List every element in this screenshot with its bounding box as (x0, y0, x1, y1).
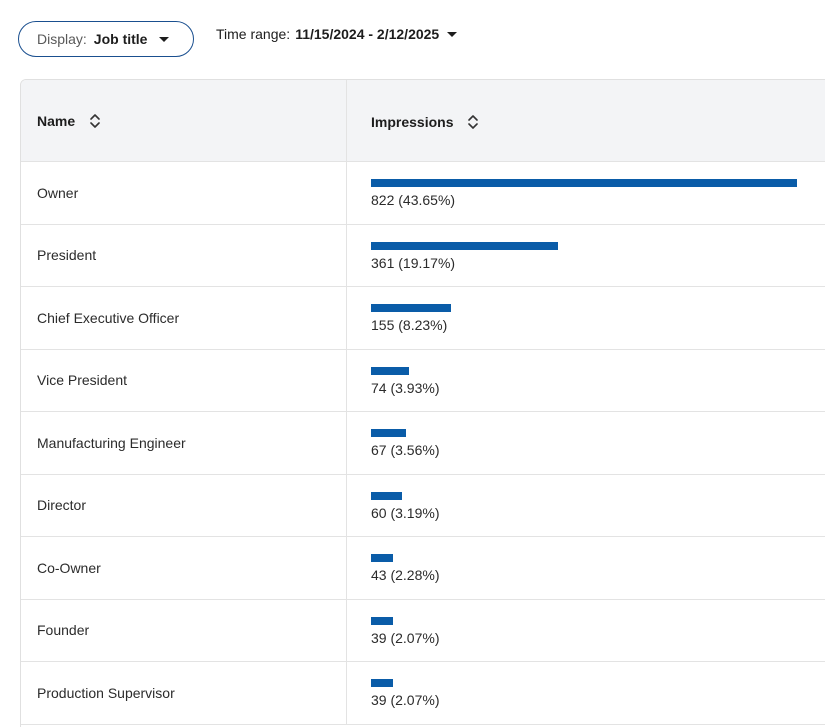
row-job-title: Director (21, 474, 347, 536)
row-job-title: Vice President (21, 349, 347, 411)
caret-down-icon (447, 31, 458, 37)
impressions-bar (371, 491, 403, 500)
impressions-value: 39 (2.07%) (371, 692, 440, 708)
impressions-table: Name Impressions Owner 822 (43.65%) Presid… (20, 79, 825, 727)
impressions-value: 39 (2.07%) (371, 629, 440, 646)
row-impressions: 43 (2.28%) (347, 537, 825, 599)
row-job-title: Manufacturing Engineer (21, 412, 347, 474)
display-value: Job title (93, 31, 148, 47)
table-body: Owner 822 (43.65%) President 361 (19.17%) Ch… (21, 162, 825, 725)
row-impressions: 60 (3.19%) (347, 475, 825, 537)
row-job-title: Production Supervisor (21, 662, 347, 724)
impressions-bar (371, 241, 559, 250)
row-impressions: 361 (19.17%) (347, 225, 825, 287)
time-range-label: Time range: (216, 26, 291, 42)
impressions-value: 67 (3.56%) (371, 442, 440, 458)
row-impressions: 39 (2.07%) (347, 600, 825, 662)
caret-down-icon (159, 36, 170, 42)
row-job-title: Founder (21, 599, 347, 661)
row-impressions: 74 (3.93%) (347, 350, 825, 412)
impressions-value: 361 (19.17%) (371, 254, 456, 271)
column-header-name-label: Name (37, 112, 76, 129)
table-header: Name Impressions (21, 80, 825, 162)
column-header-impressions[interactable]: Impressions (347, 80, 825, 161)
row-impressions: 822 (43.65%) (347, 162, 825, 224)
row-impressions: 39 (2.07%) (347, 662, 825, 724)
row-impressions: 155 (8.23%) (347, 287, 825, 349)
time-range-dropdown[interactable]: Time range: 11/15/2024 - 2/12/2025 (216, 26, 458, 42)
sort-icon[interactable] (467, 114, 479, 130)
impressions-value: 43 (2.28%) (371, 567, 440, 583)
row-job-title: Chief Executive Officer (21, 287, 347, 349)
sort-icon[interactable] (89, 113, 101, 129)
impressions-bar (371, 366, 410, 375)
toolbar: Display: Job title Time range: 11/15/202… (0, 0, 825, 70)
table-row: President 361 (19.17%) (21, 224, 825, 287)
table-row: Manufacturing Engineer 67 (3.56%) (21, 412, 825, 475)
impressions-value: 74 (3.93%) (371, 379, 440, 396)
table-row: Owner 822 (43.65%) (21, 162, 825, 225)
table-row: Founder 39 (2.07%) (21, 599, 825, 662)
impressions-value: 822 (43.65%) (371, 192, 456, 208)
column-header-name[interactable]: Name (21, 80, 347, 161)
row-job-title: Owner (21, 162, 347, 224)
display-dropdown[interactable]: Display: Job title (18, 21, 194, 57)
row-job-title: President (21, 224, 347, 286)
impressions-value: 60 (3.19%) (371, 504, 440, 521)
impressions-bar (371, 616, 393, 625)
table-row: Chief Executive Officer 155 (8.23%) (21, 287, 825, 350)
display-label: Display: (37, 31, 87, 47)
impressions-bar (371, 554, 394, 562)
table-row: Co-Owner 43 (2.28%) (21, 537, 825, 600)
table-row: Director 60 (3.19%) (21, 474, 825, 537)
impressions-bar (371, 429, 406, 437)
impressions-bar (371, 679, 393, 687)
row-impressions: 67 (3.56%) (347, 412, 825, 474)
time-range-value: 11/15/2024 - 2/12/2025 (295, 26, 440, 42)
column-header-impressions-label: Impressions (371, 114, 454, 130)
table-row: Production Supervisor 39 (2.07%) (21, 662, 825, 725)
table-row: Vice President 74 (3.93%) (21, 349, 825, 412)
row-job-title: Co-Owner (21, 537, 347, 599)
impressions-value: 155 (8.23%) (371, 317, 448, 333)
impressions-bar (371, 179, 797, 187)
impressions-bar (371, 304, 452, 312)
